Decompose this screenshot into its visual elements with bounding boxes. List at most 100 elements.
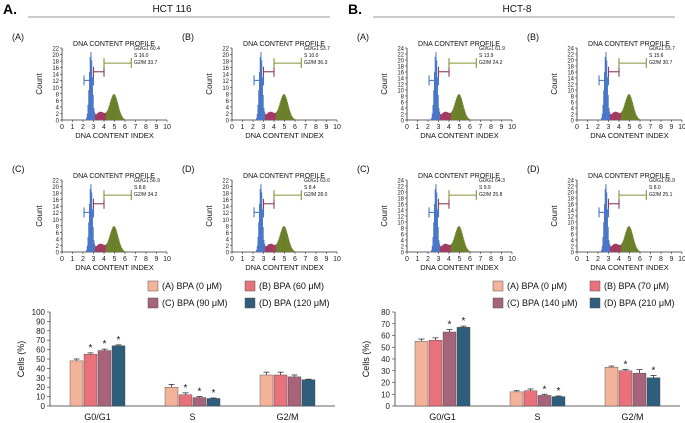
histogram-x-tick-label: 9 (670, 256, 674, 263)
bar-y-tick-label: 30 (381, 367, 390, 376)
histogram-bin (626, 230, 628, 252)
histogram-bin (260, 184, 262, 252)
histogram-bin (469, 251, 471, 252)
legend-swatch (147, 297, 159, 309)
histogram-bin (259, 188, 261, 252)
histogram-bin (111, 96, 113, 120)
histogram-bin (465, 246, 467, 252)
histogram-bin (439, 111, 441, 120)
histogram-bin (294, 119, 296, 120)
histogram-bin (281, 230, 283, 252)
histogram-bin (281, 98, 283, 120)
histogram-bin (270, 243, 272, 252)
histogram-bin (633, 239, 635, 252)
histogram-y-label: Count (205, 205, 214, 227)
histogram-bin (436, 192, 438, 252)
histogram-title: DNA CONTENT PROFILE (588, 41, 670, 48)
histogram-bin (113, 226, 116, 252)
bar-y-tick-label: 20 (36, 383, 45, 392)
histogram-y-tick-label: 6 (571, 101, 575, 107)
histogram-y-tick-label: 10 (222, 86, 229, 92)
histogram-a: (A)DNA CONTENT PROFILE024681012141618202… (357, 32, 516, 140)
bar-y-tick-label: 20 (381, 379, 390, 388)
histogram-bin (435, 184, 437, 252)
histogram-bin (618, 244, 620, 252)
histogram-bin (431, 113, 433, 120)
histogram-bin (263, 240, 265, 252)
histogram-y-tick-label: 0 (226, 119, 230, 125)
histogram-bin (431, 249, 433, 252)
histogram-y-tick-label: 10 (567, 89, 574, 95)
bar (632, 372, 647, 407)
bar-y-label: Cells (%) (16, 341, 26, 378)
histogram-bin (437, 94, 439, 120)
histogram-stat-text: G2/M 33.7 (134, 60, 158, 66)
histogram-x-tick-label: 1 (71, 256, 75, 263)
histogram-x-tick-label: 5 (458, 256, 462, 263)
histogram-y-tick-label: 2 (401, 113, 405, 119)
histogram-bin (99, 243, 101, 252)
bar (259, 374, 274, 407)
histogram-y-tick-label: 18 (567, 197, 574, 203)
g0g1-gate-marker (253, 75, 265, 86)
histogram-x-tick-label: 5 (458, 124, 462, 131)
histogram-bin (442, 112, 444, 120)
histogram-bin (613, 244, 615, 252)
histogram-bin (97, 244, 99, 252)
legend-item: (C) BPA (90 μM) (147, 297, 228, 309)
histogram-bin (464, 244, 466, 252)
histogram-bin (631, 99, 633, 120)
histogram-y-tick-label: 18 (397, 65, 404, 71)
legend-swatch (589, 297, 601, 309)
histogram-bin (91, 60, 93, 120)
histogram-bin (606, 209, 608, 252)
histogram-bin (601, 117, 603, 120)
histogram-y-tick-label: 22 (52, 179, 59, 185)
histogram-bin (455, 100, 457, 120)
histogram-y-tick-label: 24 (567, 47, 574, 53)
histogram-bin (91, 209, 93, 252)
histogram-x-tick-label: 9 (500, 256, 504, 263)
histogram-bin (439, 243, 441, 252)
g0g1-gate-marker (83, 207, 95, 218)
histogram-bin (118, 107, 120, 120)
histogram-bin (467, 249, 469, 252)
histogram-bin (432, 236, 434, 252)
histogram-bin (116, 99, 118, 120)
bar-y-tick-label: 60 (381, 332, 390, 341)
histogram-bin (441, 245, 443, 252)
panel-title: HCT-8 (503, 4, 532, 15)
histogram-bin (279, 102, 281, 120)
histogram-bin (453, 105, 455, 120)
histogram-x-tick-label: 10 (333, 256, 341, 263)
bar-chart: 0 10 20 30 40 50 60 70 80 Cells (%) * * G0/G1 * * S * * G2… (361, 308, 680, 422)
histogram-bin (108, 107, 110, 120)
histogram-b: (B)DNA CONTENT PROFILE024681012141618202… (182, 32, 341, 140)
histogram-stat-text: G0/G1 60.4 (134, 46, 160, 52)
histogram-y-tick-label: 20 (567, 59, 574, 65)
histogram-bin (102, 112, 104, 120)
histogram-bin (624, 234, 626, 252)
g0g1-gate-marker (428, 75, 440, 86)
histogram-stat-text: G2/M 25.8 (479, 192, 503, 198)
histogram-bin (622, 109, 624, 120)
histogram-bin (95, 114, 97, 120)
histogram-x-tick-label: 9 (325, 256, 329, 263)
histogram-x-tick-label: 6 (293, 256, 297, 263)
histogram-x-tick-label: 3 (607, 124, 611, 131)
histogram-bin (267, 112, 269, 120)
legend-label: (A) BPA (0 μM) (162, 281, 222, 291)
histogram-bin (464, 110, 466, 120)
histogram-bin (272, 112, 274, 120)
histogram-y-tick-label: 8 (56, 224, 60, 230)
histogram-bin (625, 100, 627, 120)
histogram-bin (611, 113, 613, 120)
histogram-x-tick-label: 2 (426, 256, 430, 263)
histogram-x-label: DNA CONTENT INDEX (590, 263, 669, 272)
histogram-y-label: Count (380, 73, 389, 95)
bar (618, 370, 633, 407)
histogram-bin (90, 184, 92, 252)
histogram-bin (94, 243, 96, 252)
histogram-bin (632, 236, 634, 252)
histogram-x-tick-label: 1 (241, 124, 245, 131)
